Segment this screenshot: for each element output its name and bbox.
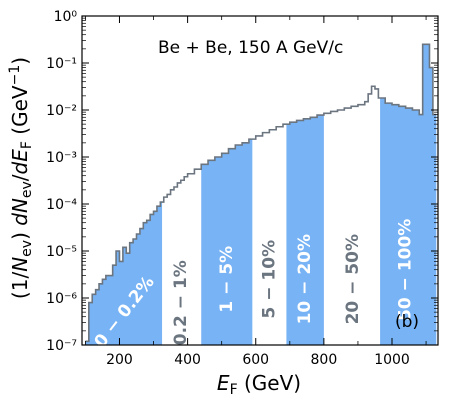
y-tick-label: 10⁻¹ [46, 56, 77, 72]
centrality-band-label: 50 − 100% [396, 219, 416, 321]
y-tick-label: 10⁻⁶ [46, 291, 77, 307]
y-tick-label: 10⁻⁷ [46, 338, 77, 354]
y-tick-label: 10⁻² [46, 103, 77, 119]
x-tick-label: 800 [311, 352, 338, 368]
y-axis-label: (1/Nev) dNev/dEF (GeV−1) [7, 57, 35, 299]
centrality-band-label: 0.2 − 1% [171, 260, 191, 345]
y-tick-label: 10⁻⁴ [46, 197, 77, 213]
y-tick-label: 10⁻³ [46, 150, 77, 166]
y-tick-label: 10⁻⁵ [46, 244, 77, 260]
x-tick-label: 600 [242, 352, 269, 368]
centrality-band-label: 10 − 20% [295, 234, 315, 324]
collision-annotation: Be + Be, 150 A GeV/c [158, 38, 343, 58]
x-tick-label: 200 [106, 352, 133, 368]
plot-frame [81, 15, 439, 346]
centrality-band-label: 20 − 50% [343, 234, 363, 324]
x-axis-label: EF (GeV) [217, 371, 301, 398]
histogram-series [85, 43, 437, 343]
axes: 200 400 600 800 1000 10⁻⁷ 10⁻⁶ 10⁻⁵ 10⁻⁴ 10⁻³ 10⁻²… [46, 9, 439, 368]
x-tick-label: 1000 [374, 352, 410, 368]
histogram-line [85, 43, 437, 343]
centrality-band-label: 1 − 5% [217, 246, 237, 313]
centrality-band-label: 5 − 10% [259, 240, 279, 319]
x-tick-label: 400 [174, 352, 201, 368]
y-tick-label: 10⁰ [54, 9, 78, 25]
panel-label: (b) [395, 312, 419, 332]
